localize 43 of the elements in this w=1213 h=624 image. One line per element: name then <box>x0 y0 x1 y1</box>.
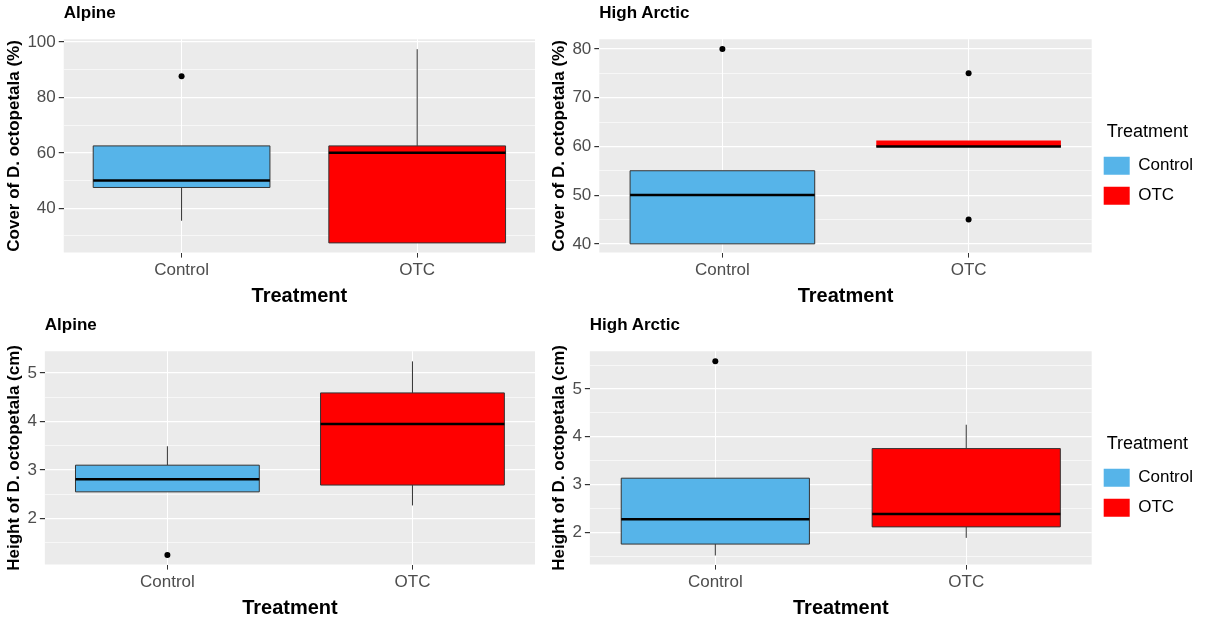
chart-title: High Arctic <box>598 2 691 24</box>
y-tick-label: 4 <box>27 411 37 431</box>
legend-label: OTC <box>1138 497 1175 517</box>
y-tick-label: 2 <box>27 508 37 528</box>
legend-title: Treatment <box>1106 121 1189 142</box>
y-axis-title: Height of D. octopetala (cm) <box>3 345 23 571</box>
x-axis-title: Treatment <box>792 595 889 618</box>
y-tick-label: 70 <box>572 87 592 107</box>
x-tick-label: Control <box>154 260 209 280</box>
x-tick-label: Control <box>687 572 743 592</box>
y-tick-label: 80 <box>36 87 56 107</box>
x-axis-title: Treatment <box>242 595 339 618</box>
legend-label: Control <box>1138 155 1194 175</box>
y-axis-title: Cover of D. octopetala (%) <box>548 40 568 252</box>
legend-label: Control <box>1138 467 1194 487</box>
y-axis-title: Cover of D. octopetala (%) <box>3 40 23 252</box>
y-tick-label: 4 <box>572 426 582 446</box>
legend-title: Treatment <box>1106 433 1189 454</box>
x-tick-label: OTC <box>394 572 431 592</box>
y-axis-title: Height of D. octopetala (cm) <box>548 345 568 571</box>
x-tick-label: Control <box>139 572 195 592</box>
chart-title: Alpine <box>43 314 98 336</box>
y-tick-label: 5 <box>27 362 37 382</box>
y-tick-label: 60 <box>36 142 56 162</box>
x-tick-label: OTC <box>950 260 987 280</box>
y-tick-label: 3 <box>572 474 582 494</box>
y-tick-label: 40 <box>572 233 592 253</box>
legend-label: OTC <box>1138 185 1175 205</box>
chart-title: Alpine <box>62 2 117 24</box>
y-tick-label: 60 <box>572 136 592 156</box>
x-tick-label: Control <box>695 260 750 280</box>
x-axis-title: Treatment <box>251 283 348 306</box>
y-tick-label: 40 <box>36 197 56 217</box>
chart-title: High Arctic <box>588 314 681 336</box>
y-tick-label: 80 <box>572 38 592 58</box>
y-tick-label: 3 <box>27 459 37 479</box>
y-tick-label: 50 <box>572 184 592 204</box>
y-tick-label: 5 <box>572 378 582 398</box>
x-axis-title: Treatment <box>797 283 894 306</box>
x-tick-label: OTC <box>948 572 985 592</box>
y-tick-label: 2 <box>572 521 582 541</box>
y-tick-label: 100 <box>27 31 56 51</box>
x-tick-label: OTC <box>399 260 436 280</box>
